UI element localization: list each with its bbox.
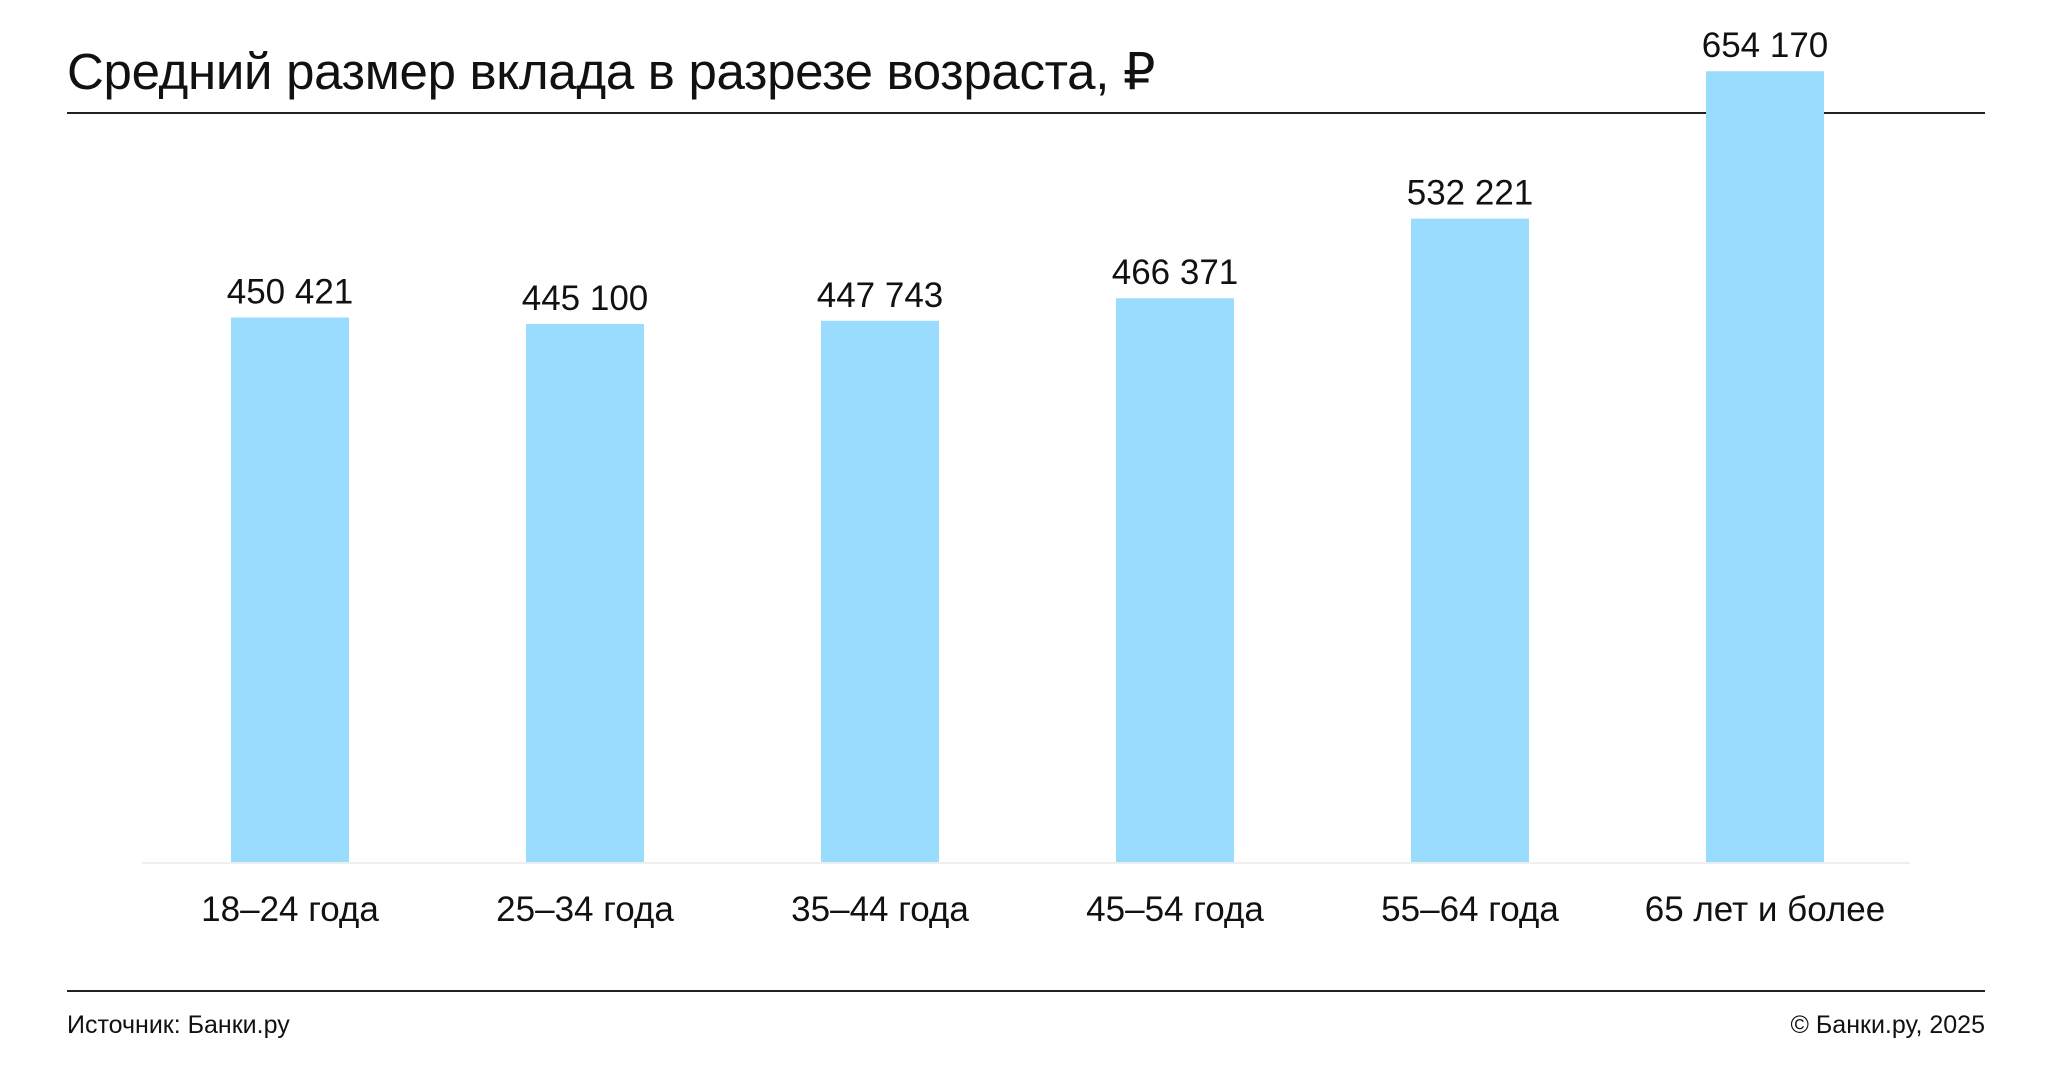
value-labels-group: 450 421 445 100 447 743 466 371 532 221 654 1… [227, 26, 1829, 318]
bar-3 [821, 320, 939, 863]
value-label-1: 450 421 [227, 273, 354, 312]
title-divider [67, 112, 1985, 114]
bars-group [231, 71, 1824, 863]
category-label-1: 18–24 года [201, 890, 379, 929]
chart-title: Средний размер вклада в разрезе возраста… [67, 43, 1156, 100]
copyright-note: © Банки.ру, 2025 [1790, 1011, 1985, 1039]
category-label-5: 55–64 года [1381, 890, 1559, 929]
bar-1 [231, 317, 349, 862]
category-label-2: 25–34 года [496, 890, 674, 929]
category-label-3: 35–44 года [791, 890, 969, 929]
footer-divider [67, 990, 1985, 992]
source-note: Источник: Банки.ру [67, 1011, 290, 1039]
category-label-4: 45–54 года [1086, 890, 1264, 929]
category-labels-group: 18–24 года 25–34 года 35–44 года 45–54 года… [201, 890, 1885, 929]
value-label-5: 532 221 [1407, 174, 1534, 213]
value-label-2: 445 100 [522, 279, 649, 318]
bar-2 [526, 323, 644, 862]
category-label-6: 65 лет и более [1645, 890, 1886, 929]
bar-4 [1116, 298, 1234, 863]
value-label-6: 654 170 [1702, 26, 1829, 65]
value-label-3: 447 743 [817, 276, 944, 315]
bar-5 [1411, 218, 1529, 862]
bar-6 [1706, 71, 1824, 862]
value-label-4: 466 371 [1112, 253, 1239, 292]
